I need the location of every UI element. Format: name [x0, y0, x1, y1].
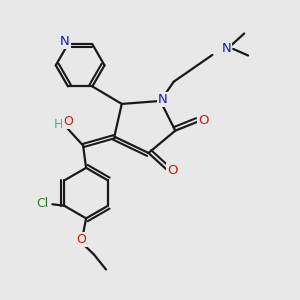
Text: N: N — [60, 35, 70, 48]
Text: O: O — [167, 164, 178, 177]
Text: N: N — [221, 42, 231, 55]
Text: O: O — [63, 115, 73, 128]
Text: Cl: Cl — [37, 197, 49, 210]
Text: N: N — [158, 93, 168, 106]
Text: O: O — [198, 114, 209, 127]
Text: O: O — [77, 233, 87, 246]
Text: H: H — [54, 118, 63, 130]
